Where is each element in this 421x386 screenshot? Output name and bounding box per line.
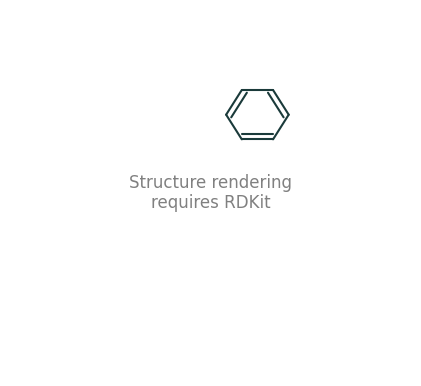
Text: Structure rendering
requires RDKit: Structure rendering requires RDKit: [129, 174, 292, 212]
